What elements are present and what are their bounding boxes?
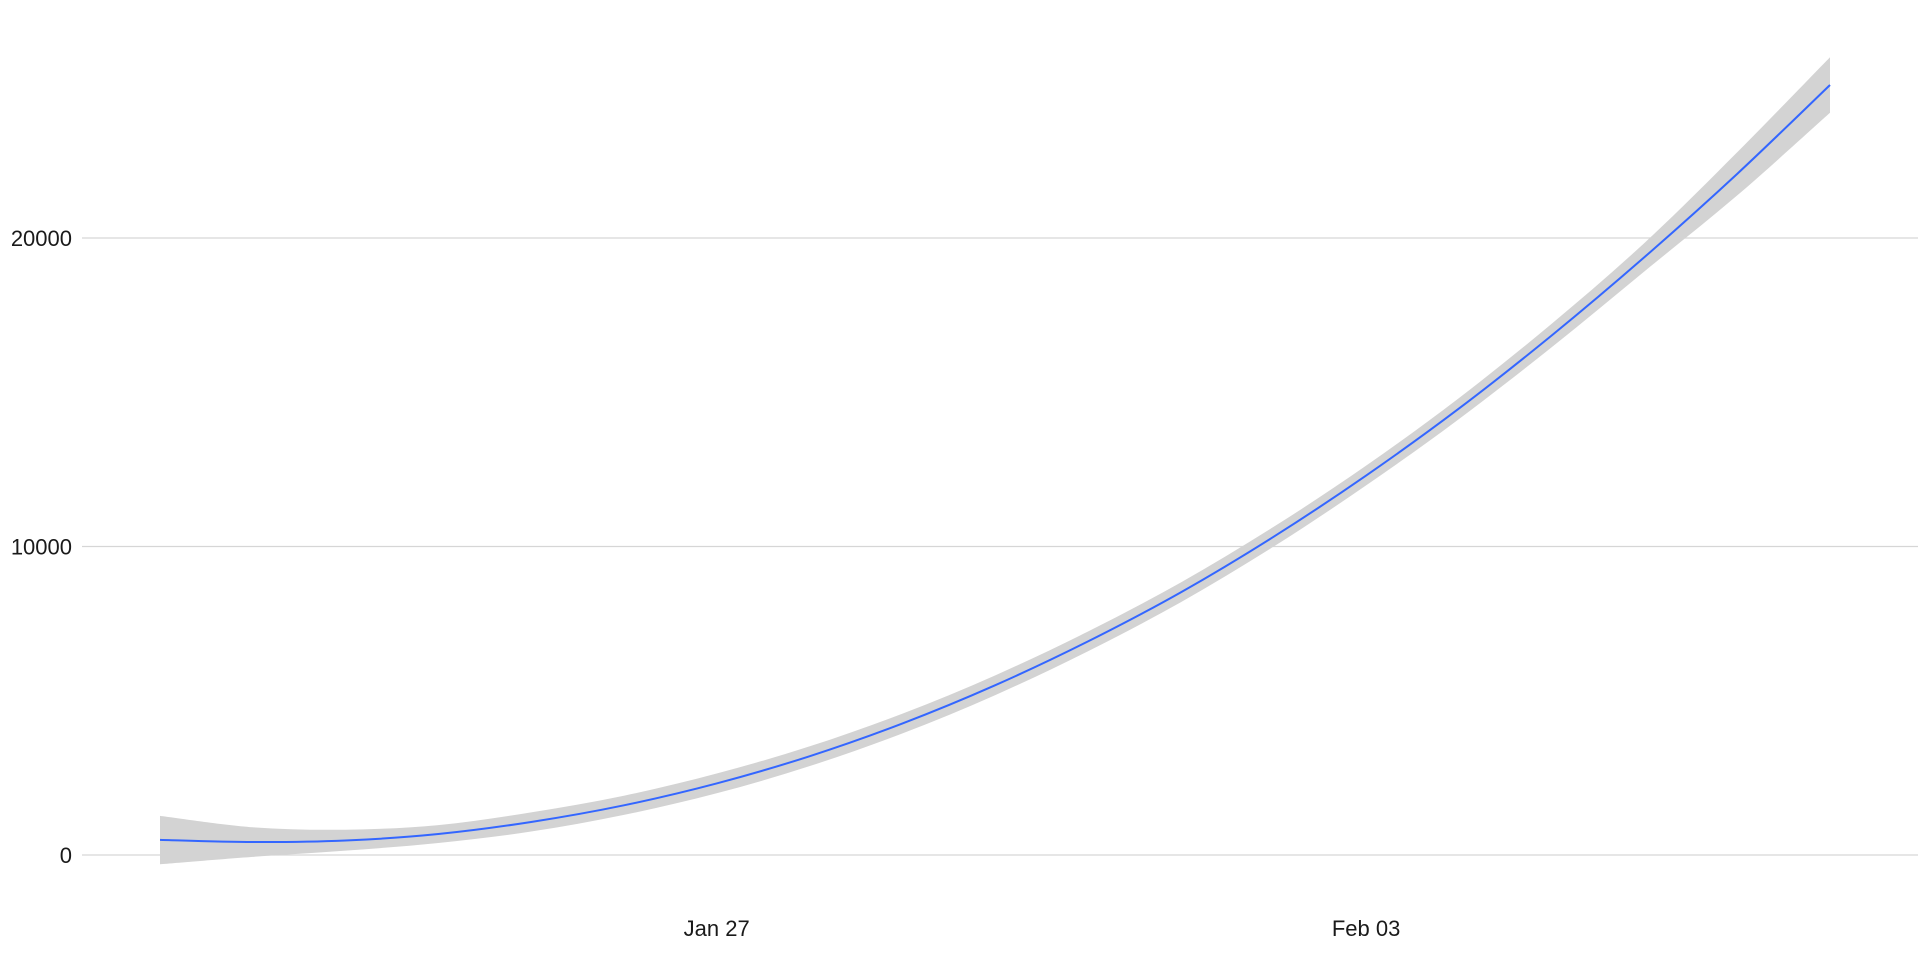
y-tick-label-10000: 10000 [11,535,72,560]
x-tick-label-jan-27: Jan 27 [684,916,750,941]
y-axis-tick-labels: 0 10000 20000 [11,226,72,868]
grid-lines [82,237,1918,856]
y-tick-label-20000: 20000 [11,226,72,251]
y-tick-label-0: 0 [60,843,72,868]
trend-line-group [159,84,1831,844]
x-axis-tick-labels: Jan 27 Feb 03 [684,916,1401,941]
confidence-band [160,57,1830,865]
x-tick-label-feb-03: Feb 03 [1332,916,1401,941]
confidence-band-group [160,57,1830,865]
trend-line [159,84,1831,844]
